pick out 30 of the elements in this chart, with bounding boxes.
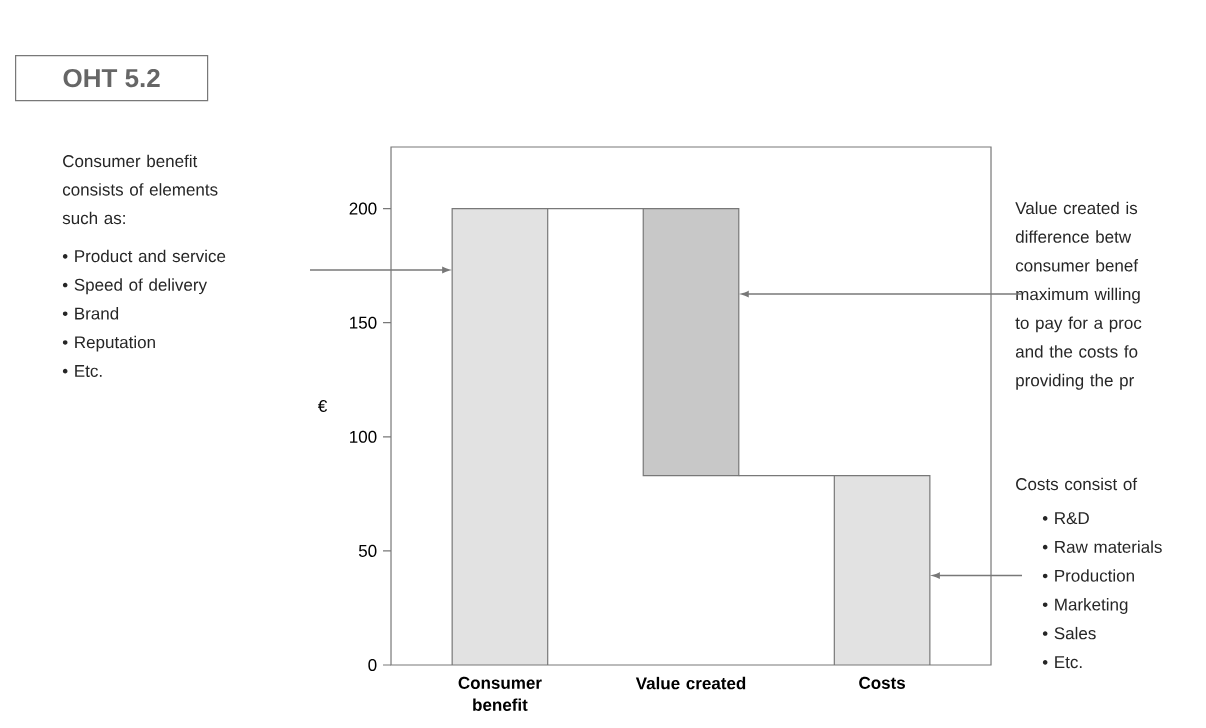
text: difference betw <box>1015 230 1132 243</box>
text: • Sales <box>1042 626 1096 640</box>
y-tick-label: 50 <box>358 544 377 557</box>
y-tick-label: 0 <box>368 658 377 672</box>
x-tick-label: Consumer benefit <box>458 676 542 711</box>
x-tick-label: Value created <box>635 676 746 690</box>
x-tick-label: Costs <box>859 676 905 689</box>
text: • Etc. <box>62 365 102 377</box>
text: • Marketing <box>1042 598 1128 614</box>
text: Value created is <box>1015 201 1138 215</box>
text: • Production <box>1042 569 1134 582</box>
y-axis-title: € <box>317 399 328 413</box>
text: • Raw materials <box>1042 540 1162 553</box>
text: Consumer benefit consists of elements such as: <box>62 154 218 225</box>
text: • Speed of delivery <box>62 278 207 295</box>
text: to pay for a proc <box>1015 316 1142 333</box>
text: • Product and service <box>62 249 226 263</box>
text: • R&D <box>1042 512 1089 525</box>
text: consumer benef <box>1015 259 1139 272</box>
text: and the costs fo <box>1015 345 1138 358</box>
text: providing the pr <box>1016 373 1134 390</box>
text: OHT 5.2 <box>63 68 160 88</box>
text: • Etc. <box>1042 656 1082 669</box>
text: • Reputation <box>62 335 155 352</box>
text: • Brand <box>62 307 119 320</box>
y-tick-label: 200 <box>349 202 377 215</box>
y-tick-label: 100 <box>350 430 377 443</box>
text: maximum willing <box>1016 287 1140 304</box>
text: Costs consist of <box>1016 477 1138 491</box>
y-tick-label: 150 <box>350 316 377 329</box>
